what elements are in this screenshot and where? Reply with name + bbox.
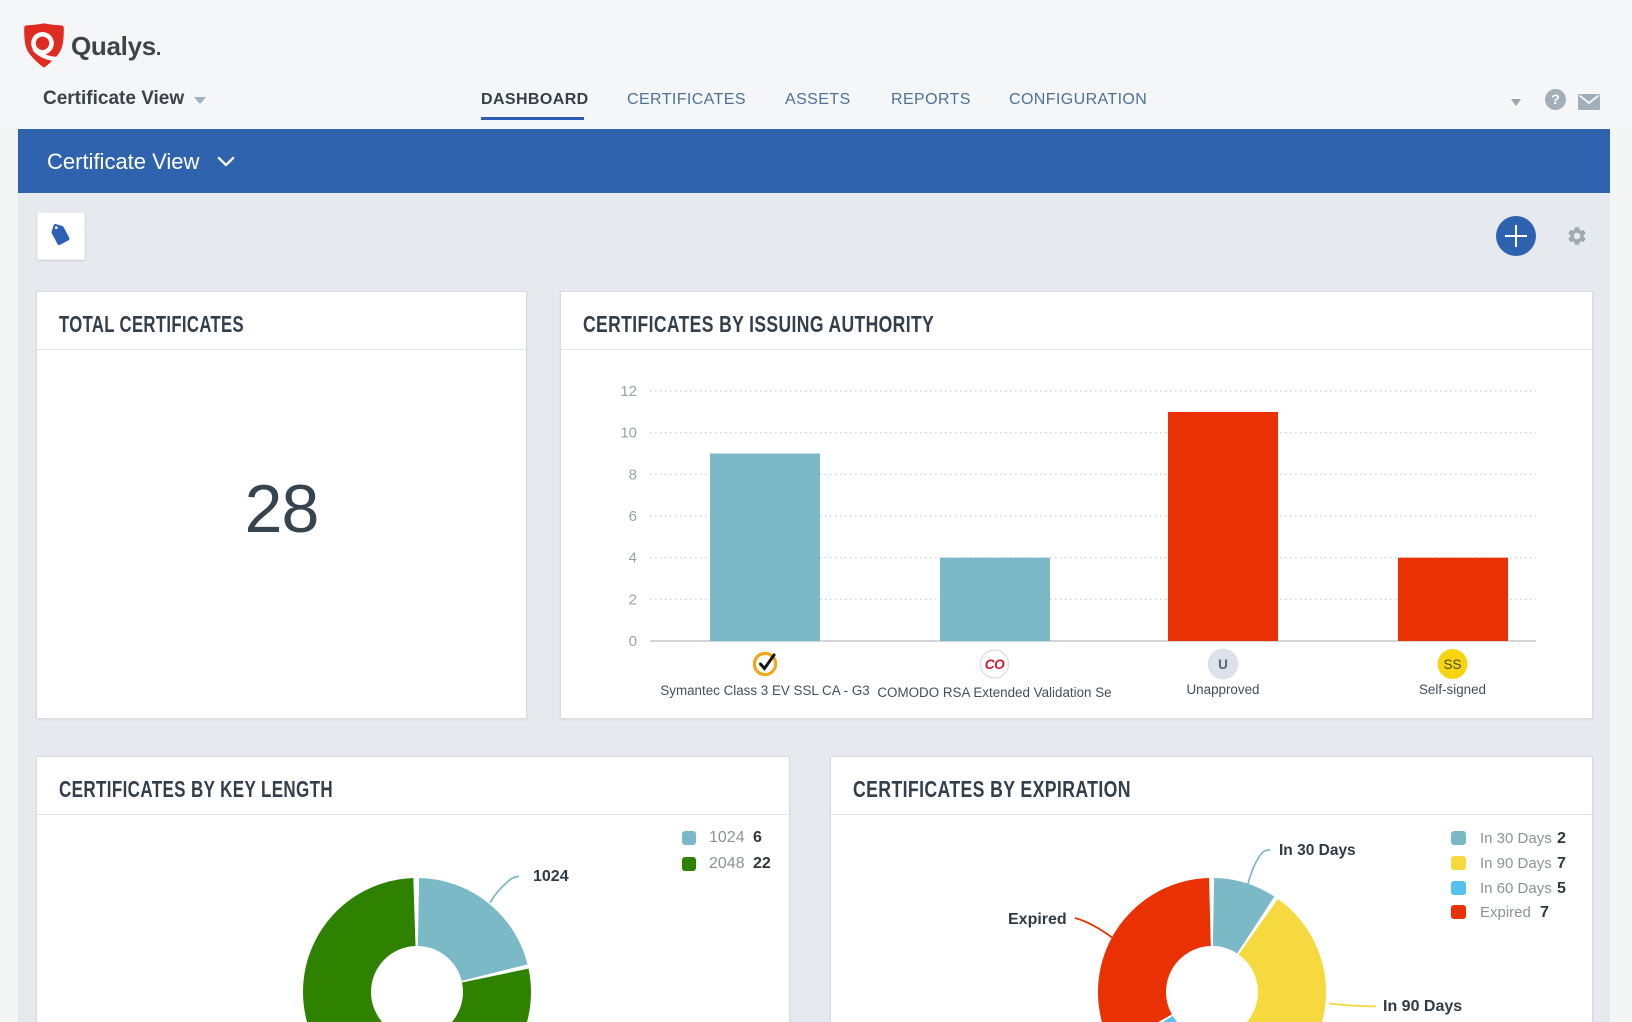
svg-text:12: 12 [620, 383, 637, 400]
svg-text:COMODO RSA Extended Validation: COMODO RSA Extended Validation Se [877, 685, 1111, 700]
svg-text:Unapproved: Unapproved [1187, 682, 1260, 697]
svg-text:Symantec Class 3 EV SSL CA - G: Symantec Class 3 EV SSL CA - G3 [660, 683, 869, 698]
svg-text:U: U [1218, 657, 1228, 672]
svg-text:CO: CO [985, 657, 1005, 672]
svg-text:6: 6 [629, 508, 637, 525]
svg-text:Self-signed: Self-signed [1419, 682, 1486, 697]
svg-text:8: 8 [629, 466, 637, 483]
svg-text:4: 4 [629, 550, 637, 567]
svg-text:10: 10 [620, 425, 637, 442]
svg-text:SS: SS [1443, 657, 1461, 672]
svg-text:0: 0 [629, 633, 637, 650]
svg-text:2: 2 [629, 591, 637, 608]
